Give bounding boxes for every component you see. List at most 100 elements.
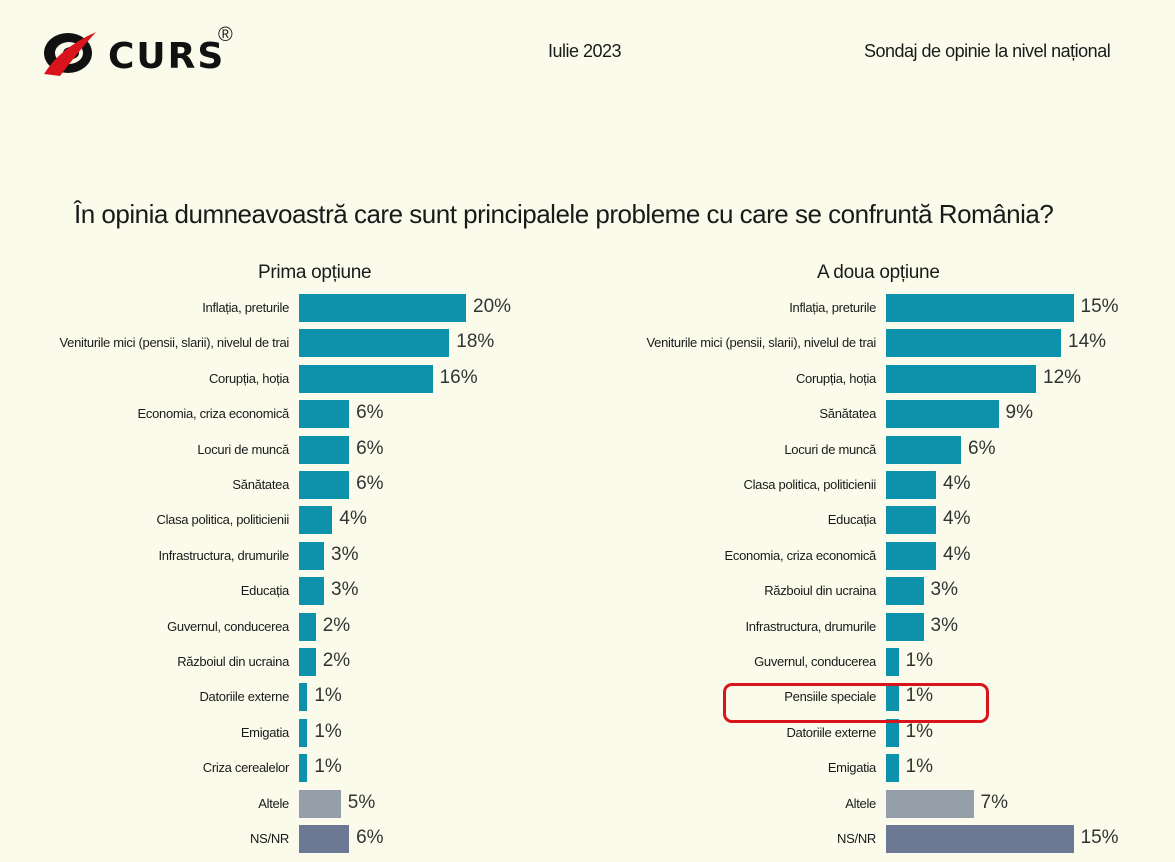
value-label: 6% [356, 827, 384, 848]
category-label: Clasa politica, politicienii [743, 477, 877, 492]
survey-title: Sondaj de opinie la nivel național [864, 41, 1111, 61]
bar-row: Altele 5% [0, 789, 1175, 818]
bar-row: Datoriile externe 1% [0, 718, 1175, 747]
bar [299, 683, 308, 712]
bar [886, 506, 936, 535]
category-label: Criza cerealelor [202, 760, 290, 776]
bar [886, 789, 974, 818]
category-label: Veniturile mici (pensii, slarii), nivelu… [59, 335, 289, 351]
bar-row: Criza cerealelor 1% [0, 754, 1175, 783]
bar-row: Economia, criza economică 4% [0, 541, 1175, 570]
bar-row: Infrastructura, drumurile 3% [0, 541, 1175, 570]
value-label: 1% [905, 685, 933, 707]
category-label: Corupția, hoția [208, 370, 289, 386]
bar-row: Războiul din ucraina 2% [0, 648, 1175, 676]
bar-row: Corupția, hoția 12% [0, 364, 1175, 393]
category-label: Emigatia [827, 760, 876, 776]
value-label: 1% [314, 720, 342, 742]
bar-row: Infrastructura, drumurile 3% [0, 612, 1175, 641]
value-label: 16% [439, 366, 478, 388]
bar [299, 541, 325, 570]
bar-row: Inflația, preturile 20% [0, 294, 1175, 322]
bar-row: Guvernul, conducerea 1% [0, 648, 1175, 676]
question-text: În opinia dumneavoastră care sunt princi… [74, 199, 1054, 229]
category-label: Altele [258, 795, 289, 811]
bar [299, 577, 325, 606]
value-label: 4% [943, 543, 971, 565]
bar [886, 471, 936, 499]
category-label: Inflația, preturile [202, 300, 289, 315]
bar-row: Emigatia 1% [0, 718, 1175, 747]
bar-row: Educația 4% [0, 506, 1175, 535]
bar [299, 400, 350, 429]
value-label: 5% [347, 791, 376, 813]
category-label: Corupția, hoția [795, 370, 876, 386]
category-label: Clasa politica, politicienii [156, 512, 290, 528]
bar [886, 718, 899, 747]
bar-row: Clasa politica, politicienii 4% [0, 471, 1175, 499]
value-label: 6% [356, 437, 384, 459]
category-label: Războiul din ucraina [177, 654, 289, 669]
value-label: 4% [339, 508, 367, 530]
category-label: Locuri de muncă [197, 441, 289, 457]
bar-row: Sănătatea 9% [0, 400, 1175, 429]
category-label: Războiul din ucraina [764, 583, 876, 599]
bar-row: Educația 3% [0, 577, 1175, 606]
value-label: 6% [356, 473, 384, 494]
value-label: 1% [905, 756, 933, 778]
chart-title-second: A doua opțiune [817, 262, 940, 283]
bar-row: Inflația, preturile 15% [0, 294, 1175, 322]
category-label: Altele [845, 795, 876, 811]
category-label: Emigatia [240, 724, 289, 740]
survey-date: Iulie 2023 [548, 41, 622, 61]
bar [886, 754, 899, 783]
bar [886, 294, 1074, 322]
curs-logo: CURS ® [38, 24, 258, 82]
bar [299, 329, 450, 358]
bar-row: Guvernul, conducerea 2% [0, 612, 1175, 641]
value-label: 6% [356, 402, 384, 424]
category-label: Sănătatea [232, 477, 289, 492]
bar [886, 541, 936, 570]
value-label: 15% [1080, 827, 1119, 848]
bar-row: Altele 7% [0, 789, 1175, 818]
bar-row: Războiul din ucraina 3% [0, 577, 1175, 606]
bar [886, 364, 1036, 393]
category-label: Guvernul, conducerea [167, 618, 289, 634]
bar [886, 400, 999, 429]
category-label: Veniturile mici (pensii, slarii), nivelu… [646, 335, 876, 351]
registered-mark: ® [218, 24, 233, 46]
bar-row: Corupția, hoția 16% [0, 364, 1175, 393]
bar [886, 577, 924, 606]
category-label: NS/NR [837, 831, 876, 846]
category-label: Economia, criza economică [137, 406, 290, 422]
value-label: 6% [968, 437, 996, 459]
bar [299, 754, 308, 783]
bar [299, 364, 433, 393]
bar-row: Economia, criza economică 6% [0, 400, 1175, 429]
bar-row: Datoriile externe 1% [0, 683, 1175, 712]
chart-title-first: Prima opțiune [258, 262, 372, 283]
value-label: 3% [331, 579, 359, 601]
value-label: 3% [331, 543, 359, 565]
bar-row: Locuri de muncă 6% [0, 435, 1175, 464]
highlight-box [723, 683, 989, 723]
value-label: 1% [314, 756, 342, 778]
bar-row: Clasa politica, politicienii 4% [0, 506, 1175, 535]
category-label: Pensiile speciale [784, 689, 876, 705]
category-label: Infrastructura, drumurile [745, 618, 877, 634]
bar-row: Emigatia 1% [0, 754, 1175, 783]
bar [299, 718, 308, 747]
bar [299, 612, 316, 641]
value-label: 1% [905, 720, 933, 742]
category-label: NS/NR [250, 831, 289, 846]
value-label: 12% [1043, 366, 1082, 388]
value-label: 4% [943, 473, 971, 494]
value-label: 18% [456, 331, 495, 353]
value-label: 2% [322, 614, 351, 636]
category-label: Locuri de muncă [784, 441, 876, 457]
value-label: 2% [322, 650, 351, 671]
value-label: 3% [930, 579, 958, 601]
bar [886, 329, 1061, 358]
value-label: 15% [1080, 296, 1119, 317]
